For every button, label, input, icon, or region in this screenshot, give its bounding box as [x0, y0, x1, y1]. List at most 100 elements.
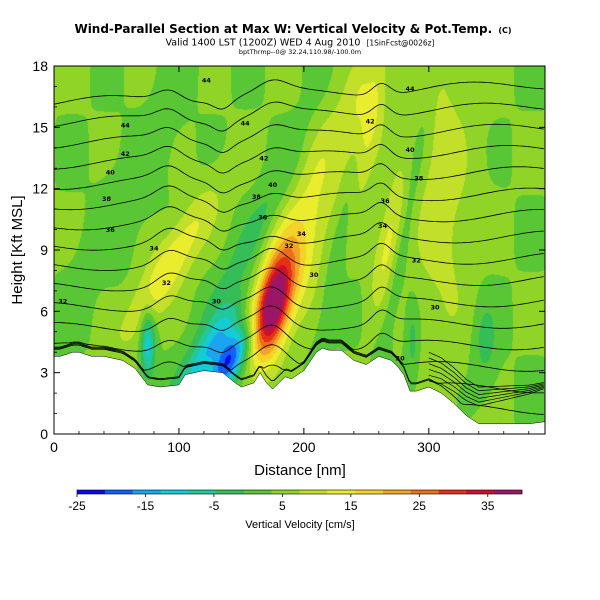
contour-label-text: 36	[381, 197, 391, 205]
contour-label-text: 32	[58, 297, 67, 305]
colorbar-tick-label: -25	[68, 499, 86, 513]
contour-label: 36	[106, 226, 116, 234]
isentrope-line	[54, 339, 544, 394]
contour-label-text: 30	[396, 355, 406, 363]
y-axis-label: Height [Kft MSL]	[9, 195, 26, 304]
colorbar-frame	[76, 489, 523, 495]
isentrope-line	[53, 143, 544, 174]
colorbar-swatch	[382, 490, 412, 494]
isentrope-line	[53, 101, 544, 132]
isentrope-line	[54, 338, 544, 372]
contour-label-text: 42	[259, 154, 268, 162]
potential-temperature-contours	[53, 79, 544, 415]
y-tick-label: 0	[40, 426, 48, 442]
contour-label: 32	[284, 242, 293, 250]
colorbar-swatch	[299, 490, 328, 494]
y-tick-label: 12	[32, 181, 48, 197]
contour-label-text: 30	[309, 271, 319, 279]
contour-label: 30	[309, 271, 319, 279]
chart-sub-subtitle: bptThrmp--0@ 32.24,110.98/-100.0m	[239, 48, 361, 56]
colorbar-swatch	[160, 490, 189, 494]
isentrope-line	[54, 340, 544, 415]
chart-subtitle: Valid 1400 LST (1200Z) WED 4 Aug 2010 [1…	[166, 38, 435, 49]
subtitle-note: [1SinFcst@0026z]	[366, 39, 434, 48]
colorbar-swatch	[77, 490, 106, 494]
colorbar-swatch	[132, 490, 161, 494]
colorbar-label: Vertical Velocity [cm/s]	[245, 519, 354, 531]
isentrope-line	[428, 369, 544, 399]
contour-label: 44	[406, 85, 416, 93]
colorbar: -25 -15 -5 5 15 25 35	[68, 489, 523, 513]
contour-label-text: 40	[106, 169, 116, 177]
colorbar-swatch	[410, 490, 439, 494]
contour-label: 44	[241, 120, 251, 128]
chart-title: Wind-Parallel Section at Max W: Vertical…	[74, 22, 511, 36]
terrain-mask	[53, 347, 546, 435]
isentrope-line	[428, 351, 544, 388]
colorbar-tick-label: 5	[279, 499, 286, 513]
isentrope-line	[428, 380, 544, 407]
x-tick-label: 0	[50, 439, 58, 455]
contour-label-text: 30	[431, 304, 441, 312]
y-tick-label: 18	[32, 58, 48, 74]
contour-label-text: 38	[252, 193, 262, 201]
y-tick-label: 6	[40, 303, 48, 319]
contour-label: 40	[268, 181, 278, 189]
contour-label: 30	[396, 355, 406, 363]
contour-label: 32	[412, 257, 421, 265]
contour-label: 38	[414, 175, 424, 183]
colorbar-swatch	[438, 490, 467, 494]
isentrope-line	[53, 79, 544, 110]
isentrope-line	[53, 182, 544, 213]
colorbar-swatch	[271, 490, 300, 494]
contour-label-text: 32	[162, 279, 171, 287]
contour-label-text: 30	[212, 297, 222, 305]
contour-label-text: 44	[406, 85, 416, 93]
contour-label-text: 42	[121, 150, 130, 158]
colorbar-tick-label: 15	[344, 499, 358, 513]
x-axis-label: Distance [nm]	[254, 462, 346, 479]
contour-label-text: 32	[284, 242, 293, 250]
colorbar-tick-label: -15	[137, 499, 155, 513]
isentrope-line	[53, 242, 544, 271]
contour-label: 36	[258, 214, 268, 222]
colorbar-swatch	[243, 490, 272, 494]
x-axis: 0 100 200 300	[50, 66, 530, 455]
isentrope-line	[428, 363, 544, 395]
contour-label: 44	[202, 77, 212, 85]
contour-label-text: 44	[241, 120, 251, 128]
isentrope-line	[53, 163, 544, 194]
y-tick-label: 9	[40, 242, 48, 258]
contour-label-text: 40	[406, 146, 416, 154]
contour-label: 32	[162, 279, 171, 287]
contour-label: 38	[252, 193, 262, 201]
contour-label-text: 40	[268, 181, 278, 189]
colorbar-swatch	[494, 490, 523, 494]
contour-labels: 44 44 42 40 38 36 32 34 32 30 44 42 40 38 36 34 32 30 44 42…	[58, 77, 441, 363]
contour-label: 40	[406, 146, 416, 154]
x-tick-label: 200	[292, 439, 316, 455]
y-tick-label: 3	[40, 365, 48, 381]
contour-label: 36	[381, 197, 391, 205]
isentrope-line	[54, 305, 544, 332]
isentrope-line	[428, 374, 544, 403]
colorbar-swatch	[355, 490, 384, 494]
contour-label-text: 42	[366, 118, 375, 126]
contour-label: 30	[212, 297, 222, 305]
contour-label-text: 36	[258, 214, 268, 222]
contour-label: 42	[366, 118, 375, 126]
contour-label: 42	[259, 154, 268, 162]
x-tick-label: 300	[417, 439, 441, 455]
contour-label: 40	[106, 169, 116, 177]
contour-label-text: 38	[102, 195, 112, 203]
colorbar-swatch	[104, 490, 133, 494]
contour-label-text: 34	[378, 222, 388, 230]
isentrope-line	[53, 222, 544, 251]
colorbar-tick-label: -5	[209, 499, 220, 513]
colorbar-swatch	[216, 490, 245, 494]
y-tick-label: 15	[32, 119, 48, 135]
isentrope-line	[53, 202, 544, 232]
contour-label-text: 44	[202, 77, 212, 85]
